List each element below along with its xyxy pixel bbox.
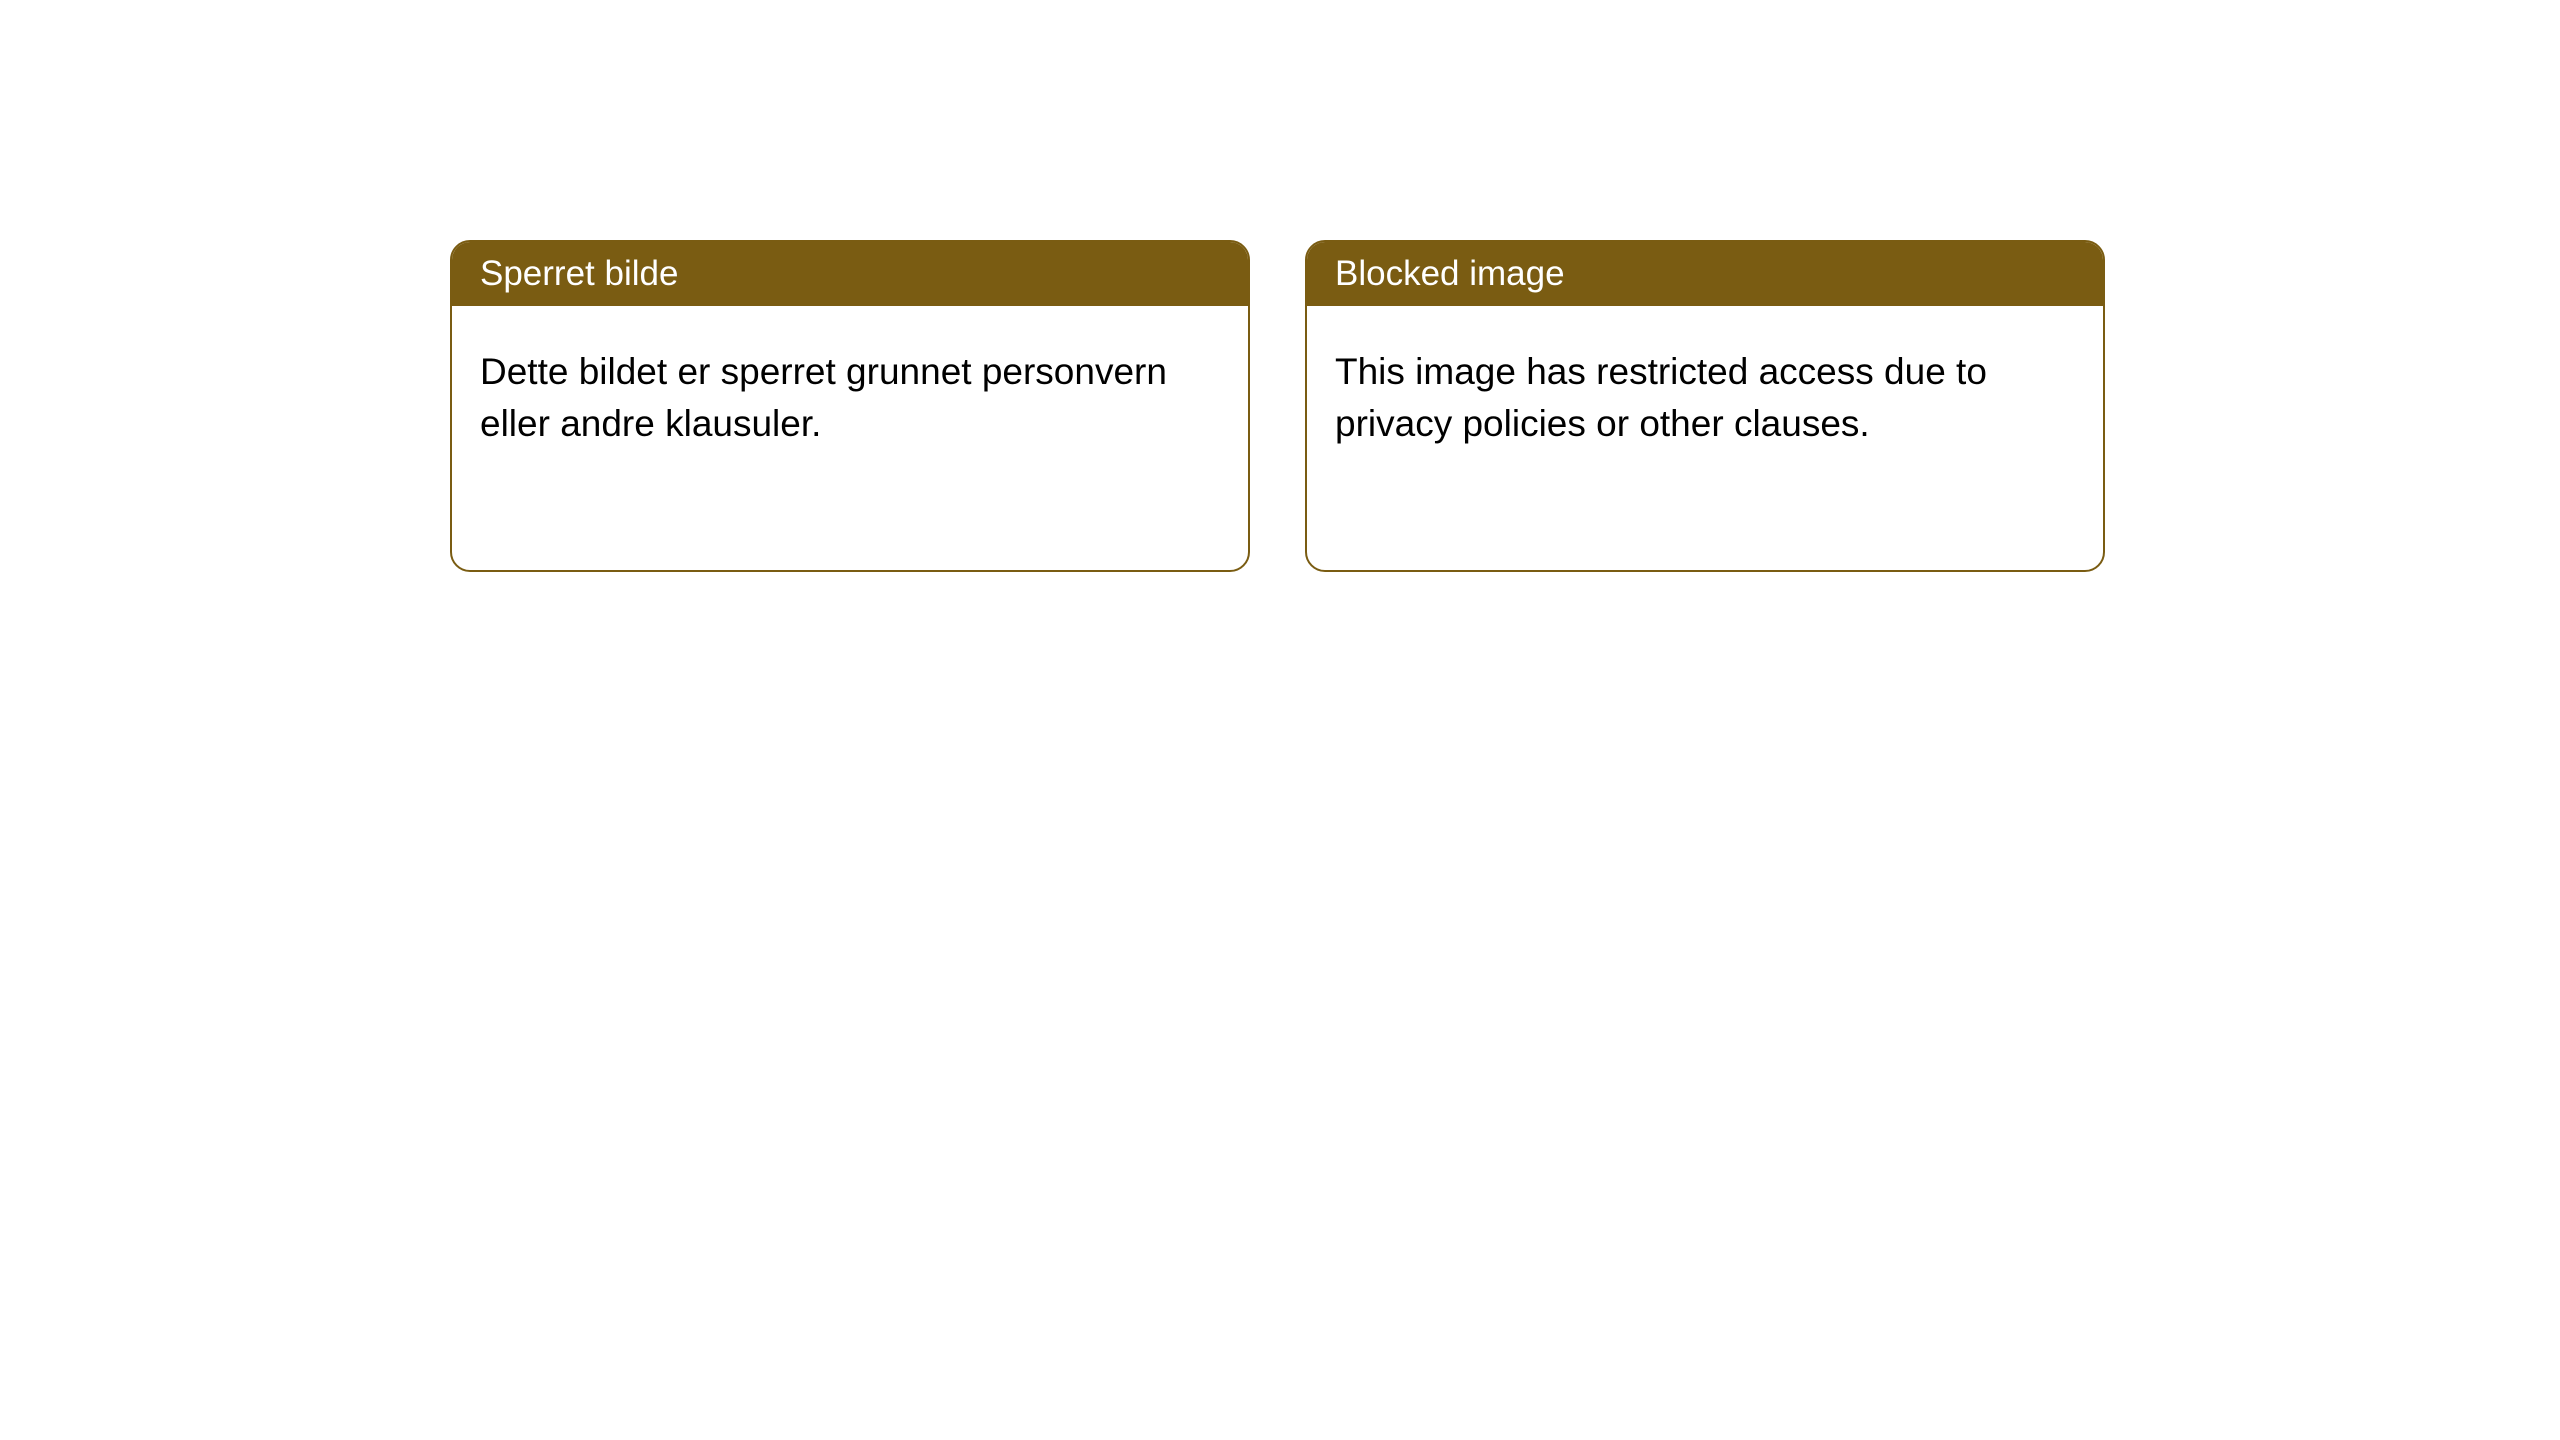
notice-body: This image has restricted access due to … — [1307, 306, 2103, 490]
notice-box-english: Blocked image This image has restricted … — [1305, 240, 2105, 572]
notice-body: Dette bildet er sperret grunnet personve… — [452, 306, 1248, 490]
notice-container: Sperret bilde Dette bildet er sperret gr… — [0, 0, 2560, 572]
notice-header: Blocked image — [1307, 242, 2103, 306]
notice-title: Blocked image — [1335, 254, 1565, 293]
notice-title: Sperret bilde — [480, 254, 678, 293]
notice-box-norwegian: Sperret bilde Dette bildet er sperret gr… — [450, 240, 1250, 572]
notice-text: Dette bildet er sperret grunnet personve… — [480, 351, 1167, 444]
notice-header: Sperret bilde — [452, 242, 1248, 306]
notice-text: This image has restricted access due to … — [1335, 351, 1987, 444]
